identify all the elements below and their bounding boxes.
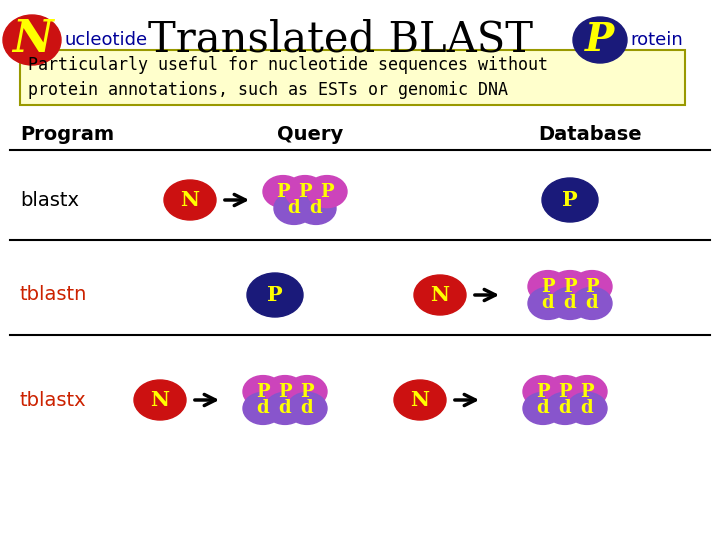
Text: N: N — [410, 390, 430, 410]
Text: N: N — [12, 18, 53, 62]
Text: d: d — [288, 199, 300, 218]
Ellipse shape — [3, 15, 61, 65]
Text: d: d — [310, 199, 323, 218]
Ellipse shape — [572, 287, 612, 319]
Ellipse shape — [243, 376, 283, 408]
Text: Program: Program — [20, 125, 114, 145]
Ellipse shape — [307, 176, 347, 207]
Text: d: d — [257, 400, 269, 417]
Text: d: d — [559, 400, 571, 417]
Ellipse shape — [274, 192, 314, 225]
Ellipse shape — [523, 393, 563, 424]
Ellipse shape — [567, 393, 607, 424]
Ellipse shape — [296, 192, 336, 225]
Ellipse shape — [545, 376, 585, 408]
Text: P: P — [585, 278, 599, 295]
Text: P: P — [267, 285, 283, 305]
Ellipse shape — [263, 176, 303, 207]
Text: Particularly useful for nucleotide sequences without: Particularly useful for nucleotide seque… — [28, 56, 548, 75]
Ellipse shape — [265, 376, 305, 408]
Ellipse shape — [414, 275, 466, 315]
Ellipse shape — [243, 393, 283, 424]
Ellipse shape — [134, 380, 186, 420]
Text: d: d — [301, 400, 313, 417]
Text: P: P — [558, 383, 572, 401]
Ellipse shape — [523, 376, 563, 408]
Ellipse shape — [265, 393, 305, 424]
Text: P: P — [536, 383, 550, 401]
Ellipse shape — [528, 271, 568, 302]
Text: d: d — [541, 294, 554, 313]
Ellipse shape — [573, 17, 627, 63]
Text: Translated BLAST: Translated BLAST — [148, 19, 533, 61]
Text: P: P — [541, 278, 555, 295]
Text: P: P — [298, 183, 312, 200]
Text: N: N — [150, 390, 170, 410]
Text: P: P — [563, 278, 577, 295]
Ellipse shape — [164, 180, 216, 220]
Text: ucleotide: ucleotide — [64, 31, 147, 49]
Text: P: P — [276, 183, 290, 200]
Text: Database: Database — [538, 125, 642, 145]
Ellipse shape — [287, 376, 327, 408]
Text: P: P — [585, 21, 615, 59]
Ellipse shape — [572, 271, 612, 302]
Text: P: P — [580, 383, 594, 401]
Ellipse shape — [285, 176, 325, 207]
Text: P: P — [256, 383, 270, 401]
Text: Query: Query — [277, 125, 343, 145]
Ellipse shape — [287, 393, 327, 424]
Text: P: P — [562, 190, 578, 210]
Text: d: d — [536, 400, 549, 417]
Text: tblastn: tblastn — [20, 286, 87, 305]
Ellipse shape — [567, 376, 607, 408]
Ellipse shape — [394, 380, 446, 420]
Text: d: d — [585, 294, 598, 313]
Text: N: N — [431, 285, 449, 305]
Text: d: d — [564, 294, 576, 313]
Text: d: d — [581, 400, 593, 417]
FancyBboxPatch shape — [20, 50, 685, 105]
Text: d: d — [279, 400, 292, 417]
Text: rotein: rotein — [630, 31, 683, 49]
Text: P: P — [278, 383, 292, 401]
Ellipse shape — [550, 287, 590, 319]
Text: N: N — [181, 190, 199, 210]
Text: blastx: blastx — [20, 191, 79, 210]
Text: P: P — [300, 383, 314, 401]
Text: tblastx: tblastx — [20, 390, 86, 409]
Ellipse shape — [545, 393, 585, 424]
Ellipse shape — [247, 273, 303, 317]
Text: P: P — [320, 183, 334, 200]
Ellipse shape — [542, 178, 598, 222]
Ellipse shape — [550, 271, 590, 302]
Ellipse shape — [528, 287, 568, 319]
Text: protein annotations, such as ESTs or genomic DNA: protein annotations, such as ESTs or gen… — [28, 80, 508, 99]
